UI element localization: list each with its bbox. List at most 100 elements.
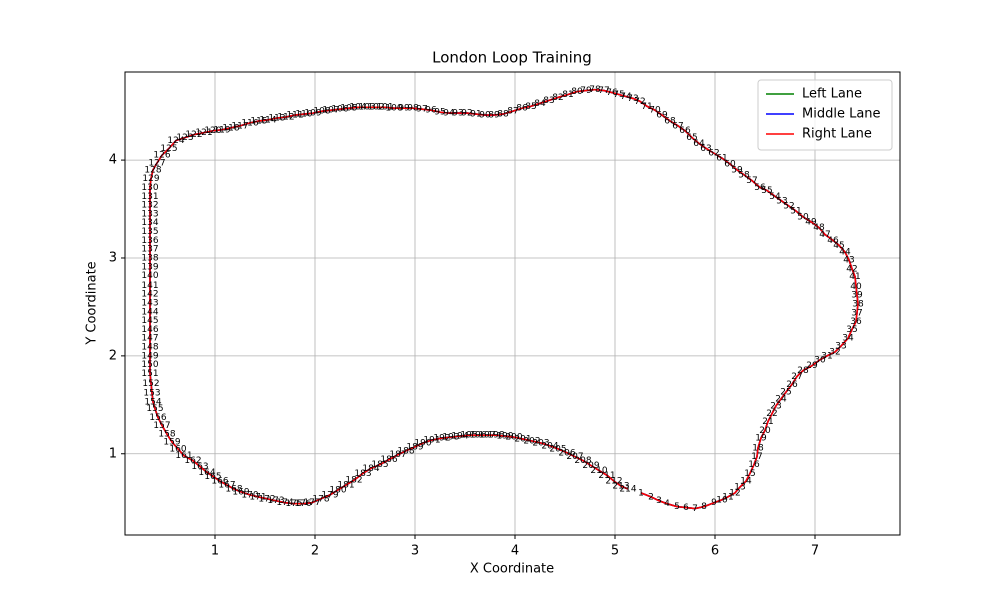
point-label: 28 bbox=[797, 366, 809, 376]
point-label: 81 bbox=[562, 90, 573, 100]
point-label: 22 bbox=[766, 409, 777, 419]
point-label: 190 bbox=[414, 438, 431, 448]
point-label: 141 bbox=[141, 281, 158, 291]
point-label: 178 bbox=[312, 494, 329, 504]
point-label: 162 bbox=[184, 456, 201, 466]
point-label: 129 bbox=[142, 174, 159, 184]
x-tick-label: 1 bbox=[211, 544, 219, 559]
point-label: 130 bbox=[141, 183, 158, 193]
point-label: 214 bbox=[619, 484, 636, 494]
point-label: 183 bbox=[354, 469, 371, 479]
point-label: 79 bbox=[580, 86, 592, 96]
point-label: 14 bbox=[740, 477, 752, 487]
point-label: 7 bbox=[692, 504, 698, 514]
y-tick-label: 2 bbox=[109, 348, 117, 363]
point-label: 4 bbox=[664, 499, 670, 509]
point-label: 132 bbox=[141, 201, 158, 211]
point-label: 194 bbox=[451, 432, 468, 442]
point-label: 45 bbox=[833, 241, 844, 251]
point-label: 71 bbox=[641, 102, 652, 112]
x-tick-label: 7 bbox=[811, 544, 819, 559]
point-label: 94 bbox=[443, 109, 455, 119]
point-label: 98 bbox=[407, 104, 419, 114]
point-label: 39 bbox=[851, 291, 863, 301]
point-label: 108 bbox=[313, 107, 330, 117]
point-label: 138 bbox=[141, 253, 158, 263]
point-label: 153 bbox=[143, 389, 160, 399]
point-label: 157 bbox=[153, 421, 170, 431]
point-label: 2 bbox=[648, 492, 654, 502]
point-label: 33 bbox=[835, 342, 846, 352]
point-label: 30 bbox=[814, 355, 826, 365]
point-label: 53 bbox=[776, 197, 787, 207]
point-label: 57 bbox=[746, 176, 757, 186]
point-label: 175 bbox=[285, 499, 302, 509]
point-label: 35 bbox=[846, 325, 857, 335]
point-label: 31 bbox=[821, 351, 832, 361]
point-label: 196 bbox=[469, 431, 486, 441]
point-label: 46 bbox=[827, 236, 839, 246]
legend-label: Middle Lane bbox=[802, 107, 881, 122]
point-label: 13 bbox=[734, 483, 745, 493]
point-label: 8 bbox=[701, 502, 707, 512]
point-label: 21 bbox=[762, 417, 773, 427]
point-label: 20 bbox=[759, 426, 771, 436]
point-label: 158 bbox=[158, 430, 175, 440]
point-label: 111 bbox=[286, 111, 303, 121]
point-label: 106 bbox=[331, 105, 348, 115]
point-label: 36 bbox=[850, 317, 862, 327]
point-label: 101 bbox=[376, 103, 393, 113]
point-label: 155 bbox=[146, 404, 163, 414]
point-label: 61 bbox=[716, 154, 727, 164]
point-label: 189 bbox=[406, 442, 423, 452]
lane-line bbox=[149, 88, 859, 510]
point-label: 193 bbox=[442, 433, 459, 443]
point-label: 187 bbox=[389, 450, 406, 460]
plot-frame bbox=[124, 71, 901, 536]
point-label: 213 bbox=[612, 482, 629, 492]
point-label: 171 bbox=[249, 492, 266, 502]
point-label: 191 bbox=[423, 436, 440, 446]
point-label: 163 bbox=[191, 462, 208, 472]
point-label: 147 bbox=[141, 334, 158, 344]
point-label: 18 bbox=[752, 443, 764, 453]
point-label: 102 bbox=[367, 103, 384, 113]
point-label: 143 bbox=[141, 299, 158, 309]
point-label: 188 bbox=[397, 446, 414, 456]
point-label: 211 bbox=[598, 471, 615, 481]
point-label: 10 bbox=[716, 495, 728, 505]
point-label: 80 bbox=[571, 87, 583, 97]
y-tick-label: 1 bbox=[109, 446, 117, 461]
point-label: 200 bbox=[505, 433, 522, 443]
point-label: 206 bbox=[558, 448, 575, 458]
point-label: 159 bbox=[163, 438, 180, 448]
point-label: 114 bbox=[259, 115, 276, 125]
point-label: 90 bbox=[479, 111, 491, 121]
point-label: 19 bbox=[755, 434, 767, 444]
point-label: 103 bbox=[358, 103, 375, 113]
point-label: 72 bbox=[634, 97, 645, 107]
point-label: 70 bbox=[649, 106, 661, 116]
point-label: 74 bbox=[620, 92, 632, 102]
point-label: 64 bbox=[693, 139, 705, 149]
point-label: 127 bbox=[148, 159, 165, 169]
point-label: 69 bbox=[656, 111, 668, 121]
point-label: 202 bbox=[523, 437, 540, 447]
point-label: 184 bbox=[362, 464, 379, 474]
x-tick-label: 3 bbox=[411, 544, 419, 559]
point-label: 136 bbox=[141, 236, 158, 246]
point-label: 87 bbox=[507, 107, 518, 117]
point-label: 48 bbox=[813, 223, 825, 233]
point-label: 170 bbox=[241, 490, 258, 500]
point-label: 112 bbox=[277, 113, 294, 123]
point-label: 62 bbox=[708, 149, 719, 159]
point-label: 199 bbox=[496, 432, 513, 442]
point-label: 137 bbox=[141, 245, 158, 255]
point-label: 150 bbox=[141, 360, 158, 370]
x-tick-label: 4 bbox=[511, 544, 519, 559]
x-tick-label: 2 bbox=[311, 544, 319, 559]
point-label: 204 bbox=[541, 441, 558, 451]
point-label: 60 bbox=[724, 160, 736, 170]
point-label: 140 bbox=[141, 271, 158, 281]
point-label: 174 bbox=[276, 498, 293, 508]
